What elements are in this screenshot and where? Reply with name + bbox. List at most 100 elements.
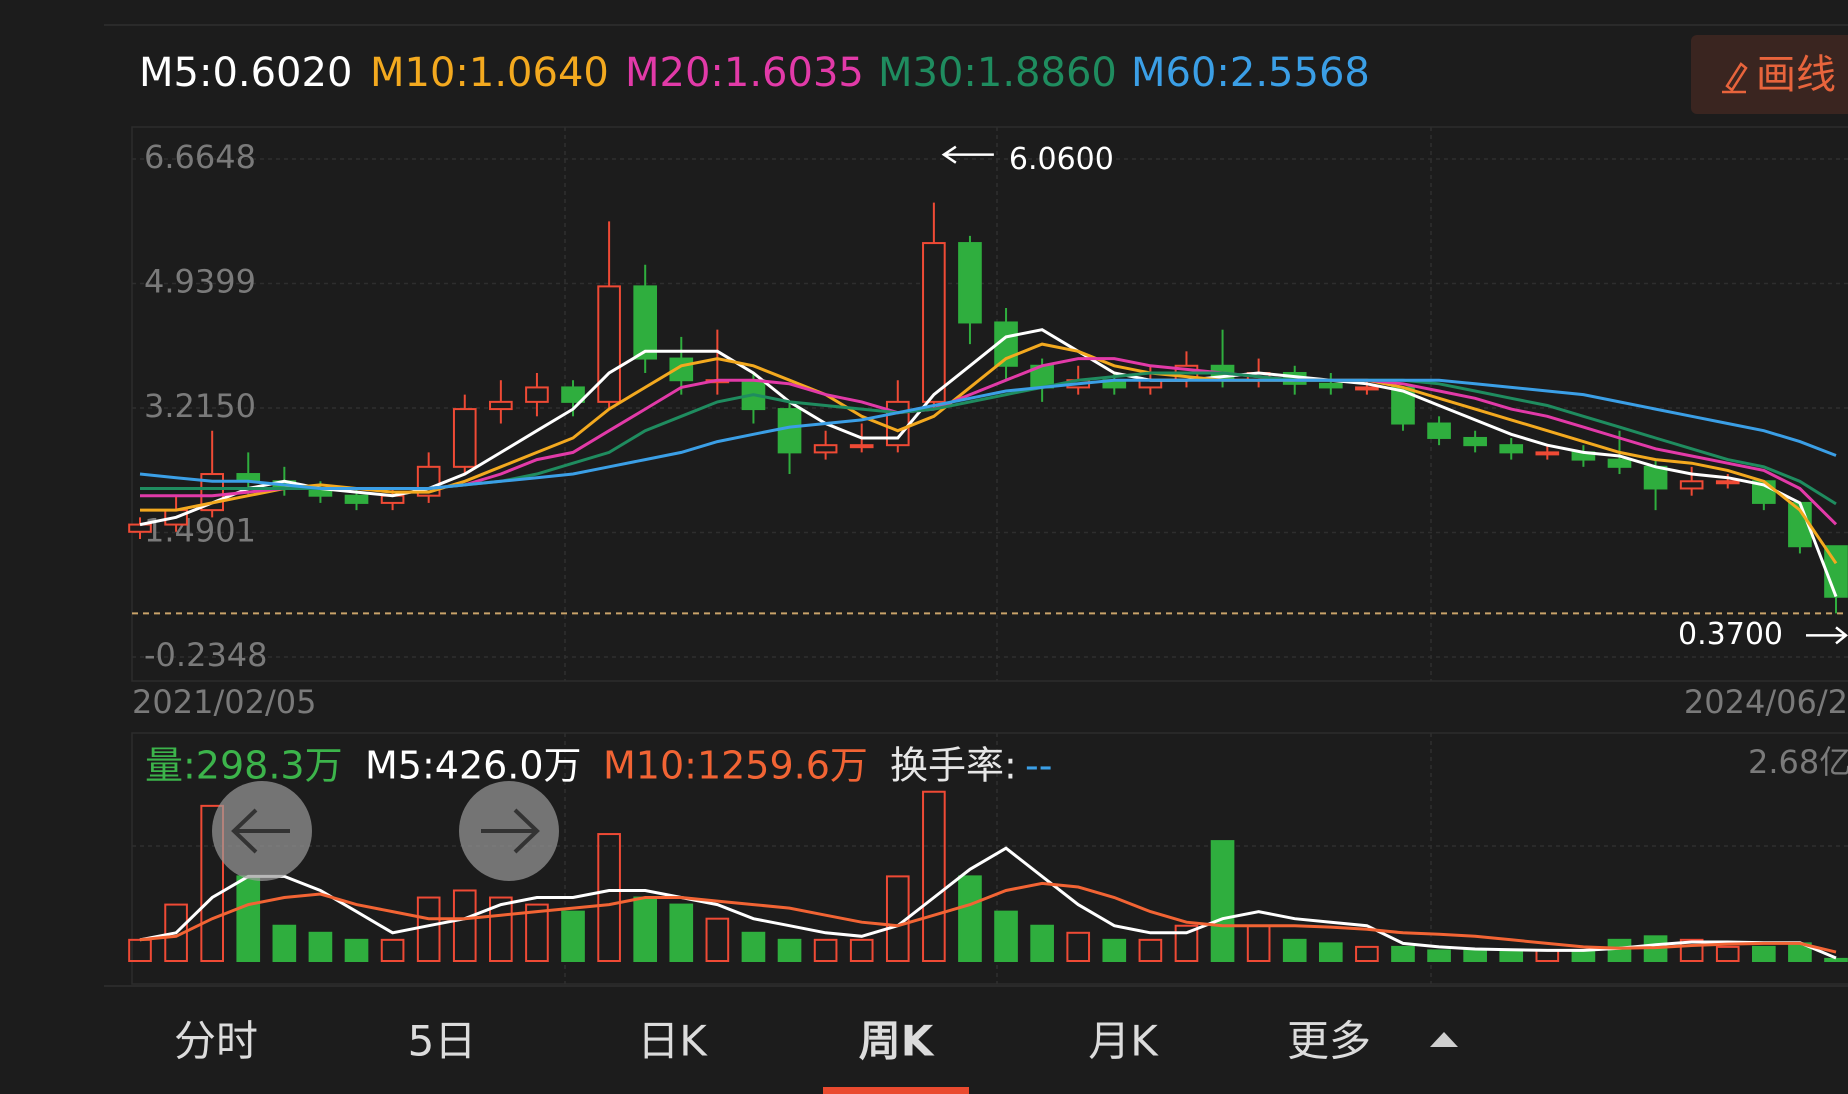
pen-icon <box>1722 62 1748 94</box>
x-tick-label: 2021/02/05 <box>132 683 316 721</box>
candle-body <box>1355 386 1379 391</box>
legend-entry: M30:1.8860 <box>878 50 1117 96</box>
tab[interactable]: 5日 <box>408 1017 477 1066</box>
volume-legend: M10:1259.6万 <box>603 744 868 788</box>
volume-bar <box>344 938 369 962</box>
volume-bar <box>1355 945 1379 962</box>
volume-bar <box>1752 945 1776 962</box>
candle-body <box>1715 480 1740 485</box>
volume-bar <box>1138 938 1163 962</box>
candle-body <box>561 386 585 403</box>
volume-bar <box>994 910 1018 963</box>
volume-bar <box>1824 957 1848 962</box>
candle-body <box>1427 422 1451 439</box>
volume-bar <box>813 938 838 962</box>
draw-line-label[interactable]: 画线 <box>1756 52 1836 98</box>
volume-bar <box>200 804 224 963</box>
candle-body <box>1643 465 1668 490</box>
turnover-value: -- <box>1025 744 1052 788</box>
ma-line <box>139 846 1837 960</box>
volume-bar <box>1679 938 1704 962</box>
legend-entry: M60:2.5568 <box>1131 50 1370 96</box>
volume-bar <box>128 938 152 962</box>
next-button[interactable] <box>459 781 559 881</box>
tab-bar: 分时 5日 日K 周K 月K 更多 <box>174 1017 1371 1094</box>
plot-layer: 6.6648 4.9399 3.2150 1.4901 -0.2348 2021/02/0… <box>128 50 1848 963</box>
volume-bar <box>1030 924 1054 963</box>
y-tick-label: -0.2348 <box>144 636 268 674</box>
ma-line <box>139 378 1837 490</box>
volume-bar <box>1607 938 1632 962</box>
tab-indicator <box>823 1087 969 1094</box>
candle-body <box>1679 480 1704 490</box>
volume-bar <box>849 938 874 962</box>
volume-bar <box>705 917 730 963</box>
y-tick-label: 3.2150 <box>144 387 256 425</box>
x-tick-label: 2024/06/2 <box>1684 683 1848 721</box>
candle-body <box>525 386 549 403</box>
candle-body <box>813 444 838 454</box>
volume-bar <box>958 875 982 962</box>
volume-bar <box>1391 945 1415 962</box>
candle-body <box>777 408 802 454</box>
tab[interactable]: 分时 <box>174 1017 258 1066</box>
candle-body <box>1535 451 1560 456</box>
candle-body <box>128 523 152 533</box>
volume-bar <box>922 790 946 963</box>
volume-bar <box>777 938 802 962</box>
min-arrow <box>1806 626 1848 645</box>
volume-bar <box>452 889 477 962</box>
candle-body <box>1463 436 1487 447</box>
y-tick-label: 6.6648 <box>144 138 256 176</box>
ma-line <box>139 881 1837 954</box>
y-tick-label: 4.9399 <box>144 263 256 301</box>
candle-body <box>1499 444 1524 454</box>
volume-bar <box>1571 949 1596 962</box>
prev-button[interactable] <box>212 781 312 881</box>
volume-bar <box>561 910 585 963</box>
turnover-label: 换手率: <box>890 744 1017 788</box>
volume-bar <box>380 938 405 962</box>
next-arrow <box>481 808 540 854</box>
volume-legend: 量:298.3万 <box>145 744 343 788</box>
volume-bar <box>236 875 261 962</box>
volume-bar <box>1463 949 1487 962</box>
candle-body <box>1607 458 1632 468</box>
volume-bar <box>1066 931 1091 962</box>
draw-line-button[interactable] <box>1691 35 1848 114</box>
volume-bar <box>741 931 766 962</box>
tab[interactable]: 周K <box>859 1017 935 1066</box>
min-label: 0.3700 <box>1678 617 1783 652</box>
candle-body <box>452 408 477 468</box>
volume-bar <box>489 896 513 962</box>
y-tick-label: 2.68亿 <box>1748 743 1848 781</box>
candle-body <box>1318 382 1343 389</box>
tab[interactable]: 日K <box>637 1017 708 1066</box>
volume-bar <box>1715 945 1740 962</box>
candle-body <box>958 242 982 324</box>
candle-body <box>344 494 369 504</box>
legend-entry: M10:1.0640 <box>370 50 609 96</box>
volume-bar <box>164 903 188 963</box>
volume-bar <box>597 833 621 962</box>
volume-legend: M5:426.0万 <box>365 744 582 788</box>
volume-bar <box>272 924 297 963</box>
candle-body <box>849 444 874 449</box>
candle-body <box>489 400 513 411</box>
legend-entry: M5:0.6020 <box>139 50 352 96</box>
tab[interactable]: 更多 <box>1287 1017 1371 1066</box>
ma-line <box>140 342 1838 565</box>
expand-arrow[interactable] <box>1430 1032 1458 1047</box>
volume-bar <box>669 903 694 963</box>
candle-body <box>633 285 658 360</box>
volume-bar <box>1427 949 1451 962</box>
legend-entry: M20:1.6035 <box>625 50 864 96</box>
volume-bar <box>525 903 549 963</box>
y-tick-label: 1.4901 <box>144 512 256 550</box>
tab[interactable]: 月K <box>1088 1017 1159 1066</box>
volume-bar <box>1282 938 1307 962</box>
volume-bar <box>308 931 333 962</box>
candle-body <box>922 242 946 403</box>
